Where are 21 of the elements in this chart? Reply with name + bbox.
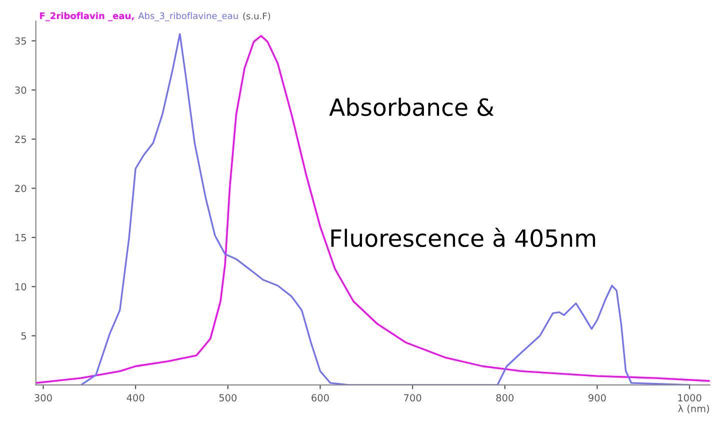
y-axis-title: (s.u.F) — [243, 12, 270, 20]
x-tick-label: 800 — [496, 394, 514, 402]
x-tick-label: 300 — [34, 394, 52, 402]
annotation: Absorbance & — [329, 98, 494, 116]
x-tick-label: 600 — [312, 394, 329, 402]
x-tick-label: 900 — [588, 394, 606, 402]
y-tick-label: 15 — [16, 234, 26, 242]
text: Abs_3_riboflavine_eau — [138, 12, 238, 22]
annotation: Fluorescence à 405nm — [331, 228, 596, 248]
x-tick-label: 400 — [126, 394, 144, 402]
x-tick-label: 1000 — [678, 394, 702, 402]
x-tick-label: 700 — [404, 394, 422, 402]
x-axis-title: λ (nm) — [678, 404, 709, 414]
y-tick-label: 20 — [15, 184, 26, 192]
y-tick-label: 10 — [16, 283, 26, 290]
y-tick-label: 25 — [15, 136, 26, 143]
y-tick-label: 5 — [21, 332, 26, 340]
y-tick-label: 30 — [15, 86, 26, 94]
y-tick-label: 35 — [15, 37, 26, 45]
x-tick-label: 500 — [219, 394, 237, 402]
text: F_2riboflavin _eau, — [40, 12, 134, 22]
